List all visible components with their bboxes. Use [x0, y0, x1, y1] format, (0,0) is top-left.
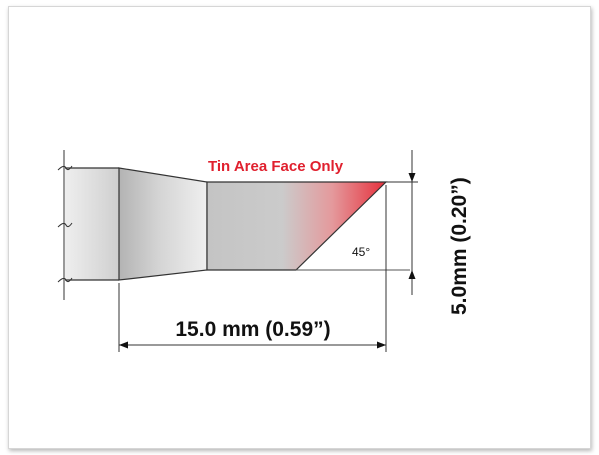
break-mark-bottom — [57, 277, 73, 283]
height-arrow-top — [408, 173, 416, 182]
break-mark-middle — [57, 222, 73, 228]
height-arrow-bottom — [408, 270, 416, 279]
height-dimension-label: 5.0mm (0.20”) — [448, 177, 471, 315]
length-arrow-left — [119, 341, 128, 349]
tin-area-label: Tin Area Face Only — [208, 158, 344, 175]
length-dimension-label: 15.0 mm (0.59”) — [175, 318, 330, 341]
length-arrow-right — [377, 341, 386, 349]
angle-label: 45° — [352, 245, 370, 259]
tip-taper-section — [118, 167, 208, 281]
tip-base-section — [65, 168, 119, 280]
break-mark-top — [57, 165, 73, 171]
